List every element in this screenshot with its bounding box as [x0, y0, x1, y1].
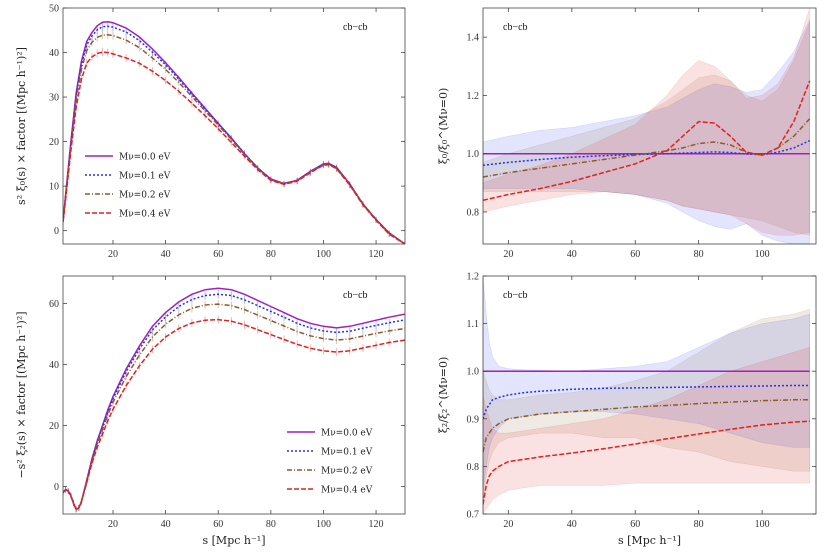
- plot-area: [63, 287, 405, 513]
- panel-title: cb−cb: [343, 22, 368, 33]
- x-tick-label: 60: [213, 519, 223, 530]
- legend-entry: Mν=0.2 eV: [321, 467, 373, 477]
- plot-area: [483, 8, 811, 244]
- y-tick-label: 50: [49, 4, 59, 15]
- y-axis-label: s² ξ₀(s) × factor [(Mpc h⁻¹)²]: [15, 47, 28, 205]
- chart-panel-p2: 20 40 60 80 100 0.8 1.0 1.2 1.4 cb−cb ξ₀/ξ₀^(Mν=0): [437, 7, 817, 260]
- legend-entry: Mν=0.0 eV: [119, 153, 171, 163]
- band-m01ev: [483, 19, 810, 244]
- band-m01ev: [483, 276, 810, 491]
- y-axis-label: −s² ξ₂(s) × factor [(Mpc h⁻¹)²]: [15, 311, 28, 478]
- x-tick-label: 80: [266, 519, 276, 530]
- x-tick-label: 60: [630, 249, 640, 260]
- series-line-m01ev: [63, 25, 405, 244]
- legend-entry: Mν=0.0 eV: [321, 429, 373, 439]
- legend: Mν=0.0 eV Mν=0.1 eV Mν=0.2 eV Mν=0.4 eV: [287, 429, 373, 496]
- y-tick-label: 40: [49, 360, 59, 371]
- y-tick-label: 0.8: [467, 207, 480, 218]
- panel-title: cb−cb: [343, 290, 368, 301]
- plot-frame: [62, 275, 406, 515]
- y-axis-label: ξ₀/ξ₀^(Mν=0): [437, 88, 450, 165]
- chart-panel-p3: 20 40 60 80 100 120 0 20 40 60 cb−cb −s² ξ₂(s) × fa…: [15, 275, 406, 547]
- plot-frame: [62, 7, 406, 245]
- y-tick-label: 0.8: [467, 462, 480, 473]
- legend-entry: Mν=0.4 eV: [321, 486, 373, 496]
- legend-entry: Mν=0.2 eV: [119, 191, 171, 201]
- x-tick-label: 120: [369, 249, 384, 260]
- plot-frame: [482, 275, 817, 515]
- y-tick-label: 1.2: [467, 91, 480, 102]
- band-m04ev: [483, 347, 810, 514]
- y-tick-label: 0: [54, 482, 59, 493]
- x-tick-label: 40: [161, 249, 171, 260]
- y-tick-label: 1.2: [467, 272, 480, 283]
- x-tick-label: 120: [369, 519, 384, 530]
- series-line-m00ev: [63, 21, 405, 244]
- x-tick-label: 20: [108, 519, 118, 530]
- x-tick-label: 100: [316, 249, 331, 260]
- x-tick-label: 20: [503, 249, 513, 260]
- band-m04ev: [483, 8, 810, 236]
- x-tick-label: 20: [108, 249, 118, 260]
- series-line-m02ev: [483, 399, 810, 453]
- plot-area: [63, 21, 405, 244]
- y-tick-label: 0.7: [467, 510, 480, 521]
- x-tick-label: 60: [213, 249, 223, 260]
- legend-entry: Mν=0.1 eV: [119, 172, 171, 182]
- x-axis-label: s [Mpc h⁻¹]: [618, 534, 681, 547]
- series-line-m02ev: [63, 33, 405, 244]
- plot-area: [483, 276, 810, 514]
- legend-entry: Mν=0.1 eV: [321, 448, 373, 458]
- series-line-m04ev: [63, 51, 405, 244]
- x-tick-label: 100: [755, 249, 770, 260]
- y-tick-label: 20: [49, 137, 59, 148]
- x-tick-label: 60: [630, 519, 640, 530]
- x-tick-label: 40: [161, 519, 171, 530]
- y-tick-label: 0.9: [467, 414, 480, 425]
- band-m02ev: [483, 22, 810, 236]
- y-tick-label: 1.0: [467, 149, 480, 160]
- series-line-m01ev: [483, 139, 811, 167]
- y-tick-label: 0: [54, 226, 59, 237]
- y-tick-label: 1.0: [467, 367, 480, 378]
- y-tick-label: 30: [49, 93, 59, 104]
- y-tick-label: 60: [49, 299, 59, 310]
- y-tick-label: 10: [49, 182, 59, 193]
- x-tick-label: 80: [694, 249, 704, 260]
- y-tick-label: 40: [49, 48, 59, 59]
- series-line-m04ev: [63, 318, 405, 511]
- legend: Mν=0.0 eV Mν=0.1 eV Mν=0.2 eV Mν=0.4 eV: [85, 153, 171, 220]
- series-line-m04ev: [483, 420, 810, 505]
- plot-frame: [482, 7, 817, 245]
- y-tick-label: 20: [49, 421, 59, 432]
- panel-title: cb−cb: [503, 290, 528, 301]
- x-tick-label: 80: [694, 519, 704, 530]
- series-line-m01ev: [63, 293, 405, 511]
- series-line-m02ev: [63, 303, 405, 511]
- x-axis-label: s [Mpc h⁻¹]: [203, 534, 266, 547]
- y-tick-label: 1.4: [467, 33, 480, 44]
- x-tick-label: 80: [266, 249, 276, 260]
- legend-entry: Mν=0.4 eV: [119, 210, 171, 220]
- x-tick-label: 40: [567, 519, 577, 530]
- x-tick-label: 100: [316, 519, 331, 530]
- x-tick-label: 100: [755, 519, 770, 530]
- series-line-m04ev: [483, 80, 811, 202]
- x-tick-label: 40: [567, 249, 577, 260]
- series-line-m01ev: [483, 384, 810, 420]
- chart-panel-p4: 20 40 60 80 100 0.7 0.8 0.9 1.0 1.1 1.2 cb−cb ξ₂/ξ₂^…: [437, 272, 817, 547]
- chart-panel-p1: 20 40 60 80 100 120 0 10 20 30 40 50 cb−cb s² ξ₀(s) ×…: [15, 4, 406, 260]
- y-tick-label: 1.1: [467, 319, 480, 330]
- y-axis-label: ξ₂/ξ₂^(Mν=0): [437, 357, 450, 434]
- panel-title: cb−cb: [503, 22, 528, 33]
- x-tick-label: 20: [503, 519, 513, 530]
